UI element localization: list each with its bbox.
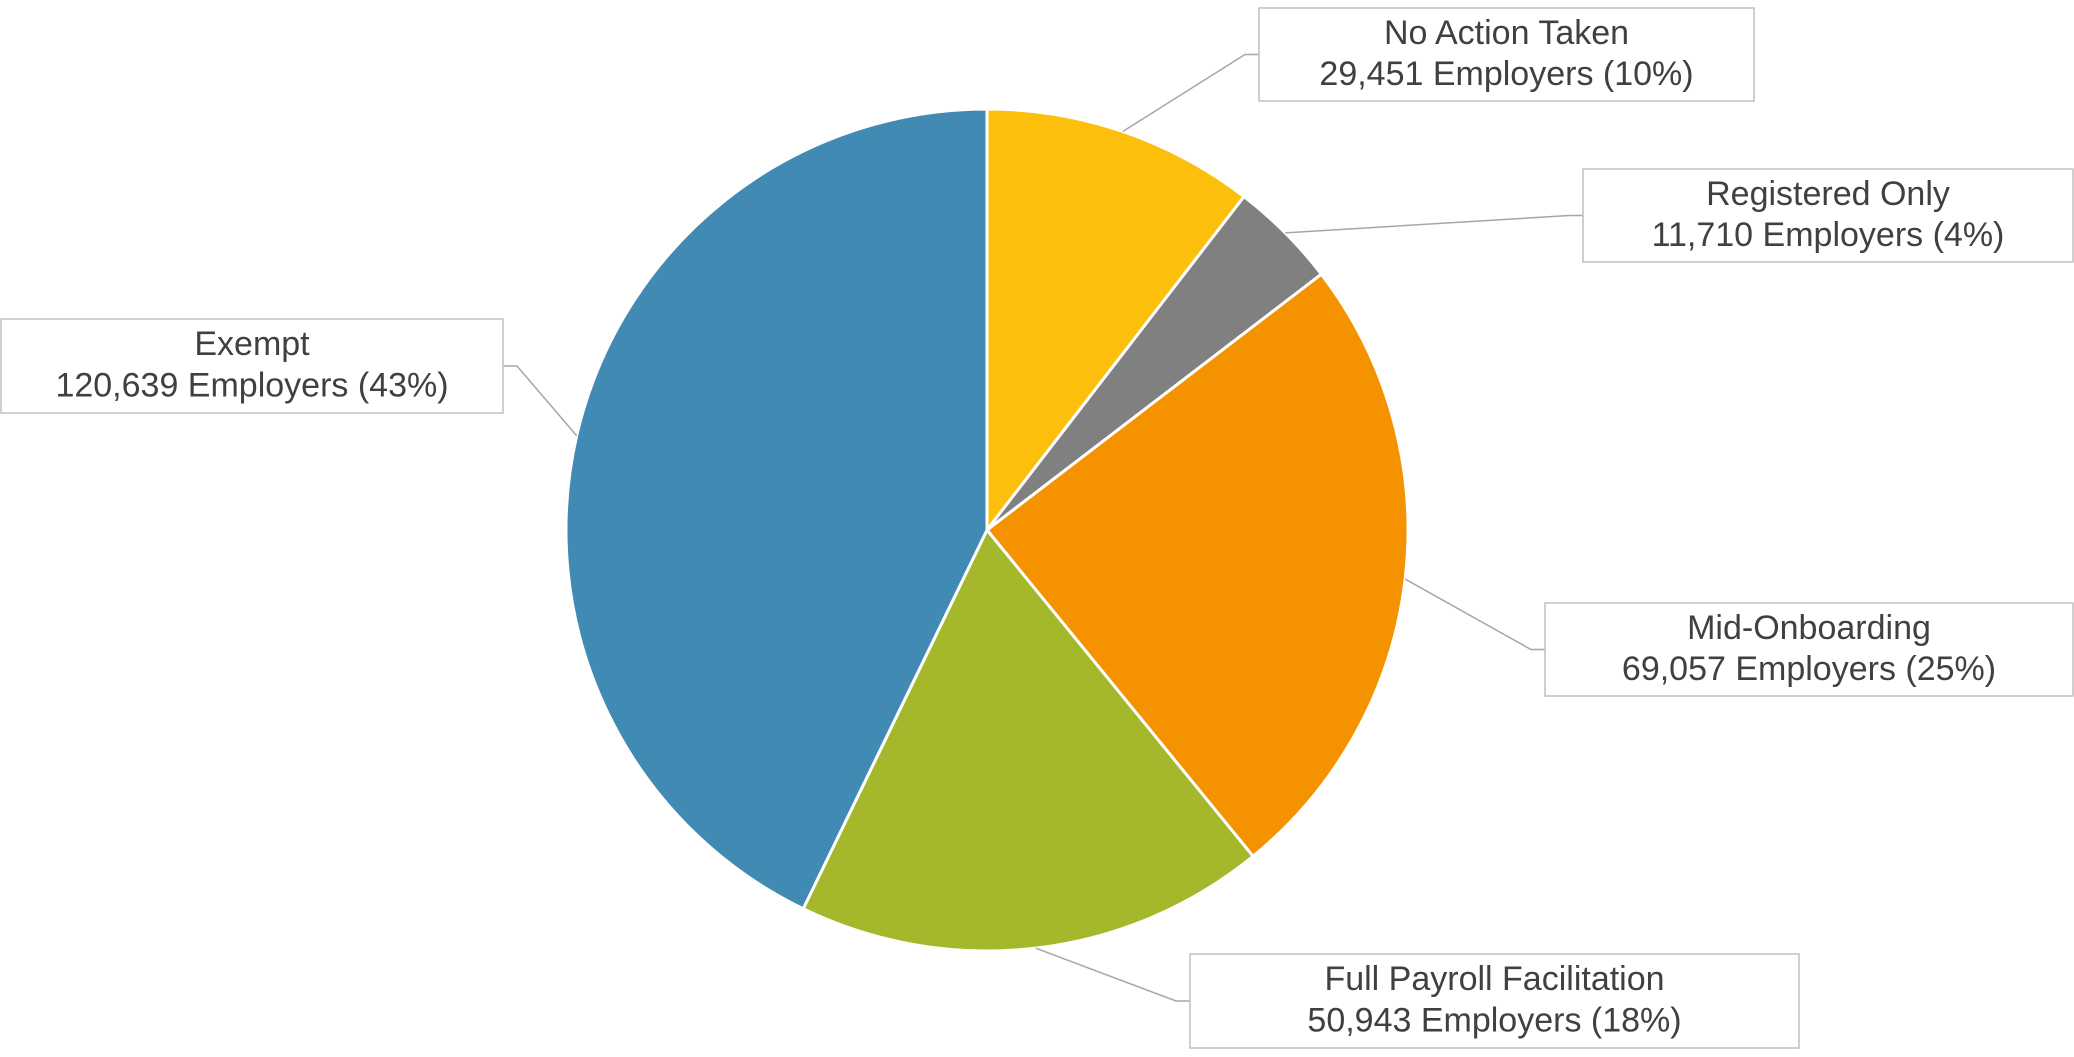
label-box — [1189, 953, 1800, 1049]
value-label: 120,639 Employers (43%) — [55, 367, 448, 405]
slice-label: Registered Only — [1706, 175, 1950, 213]
label-box — [1582, 168, 2074, 263]
leader-line — [1035, 947, 1190, 1002]
value-label: 50,943 Employers (18%) — [1307, 1002, 1681, 1040]
label-box — [0, 318, 504, 414]
value-label: 11,710 Employers (4%) — [1652, 216, 2005, 254]
slice-label: No Action Taken — [1384, 14, 1629, 52]
pie-slice — [985, 107, 1247, 535]
value-label: 69,057 Employers (25%) — [1622, 650, 1996, 688]
leader-line — [1122, 53, 1259, 133]
slice-label: Full Payroll Facilitation — [1324, 960, 1664, 998]
leader-line — [1404, 578, 1545, 651]
slice-label: Exempt — [194, 325, 310, 363]
label-box — [1258, 7, 1755, 102]
slice-label: Mid-Onboarding — [1687, 609, 1931, 647]
leader-line — [503, 365, 578, 437]
label-box — [1544, 602, 2074, 697]
pie-slice — [801, 527, 1256, 953]
leader-line — [1285, 214, 1583, 234]
pie-slice — [984, 272, 1410, 859]
value-label: 29,451 Employers (10%) — [1319, 55, 1693, 93]
pie-slice — [564, 107, 989, 911]
